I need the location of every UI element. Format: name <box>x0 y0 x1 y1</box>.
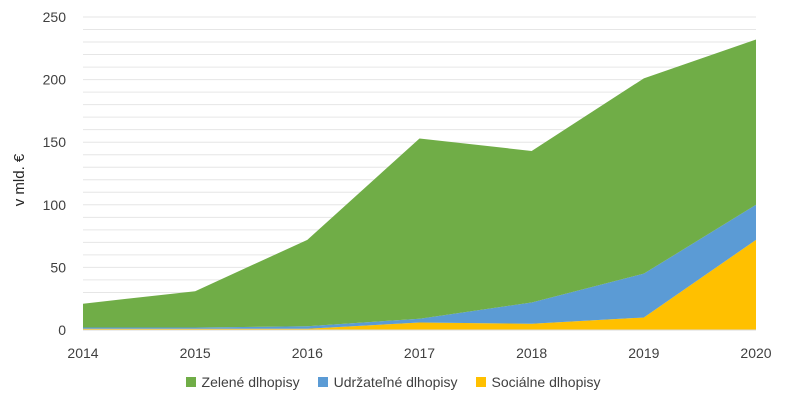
legend-label-socialne: Sociálne dlhopisy <box>491 374 601 390</box>
legend-swatch-udrzatelne <box>317 377 328 387</box>
y-tick-label: 150 <box>43 134 67 150</box>
x-tick-label: 2016 <box>292 345 323 361</box>
legend-item-zelene: Zelené dlhopisy <box>185 374 300 390</box>
y-tick-label: 50 <box>50 259 66 275</box>
y-tick-label: 100 <box>43 197 67 213</box>
y-axis-ticks: 0 50 100 150 200 250 <box>43 9 67 338</box>
area-series <box>83 39 756 330</box>
x-tick-label: 2017 <box>404 345 435 361</box>
legend-swatch-zelene <box>185 377 196 387</box>
y-axis-label: v mld. € <box>11 153 28 206</box>
area-sociálne-dlhopisy <box>83 239 756 330</box>
legend-swatch-socialne <box>475 377 486 387</box>
area-udržateľné-dlhopisy <box>83 204 756 329</box>
legend-item-socialne: Sociálne dlhopisy <box>475 374 601 390</box>
x-tick-label: 2014 <box>67 345 98 361</box>
x-tick-label: 2015 <box>180 345 211 361</box>
legend-label-zelene: Zelené dlhopisy <box>201 374 300 390</box>
legend-label-udrzatelne: Udržateľné dlhopisy <box>333 374 458 390</box>
y-tick-label: 250 <box>43 9 67 25</box>
x-axis-ticks: 2014 2015 2016 2017 2018 2019 2020 <box>67 345 771 361</box>
legend: Zelené dlhopisy Udržateľné dlhopisy Soci… <box>0 374 786 390</box>
x-tick-label: 2020 <box>740 345 771 361</box>
y-tick-label: 200 <box>43 72 67 88</box>
x-tick-label: 2019 <box>628 345 659 361</box>
area-zelené-dlhopisy <box>83 39 756 328</box>
legend-item-udrzatelne: Udržateľné dlhopisy <box>317 374 458 390</box>
x-tick-label: 2018 <box>516 345 547 361</box>
y-tick-label: 0 <box>58 322 66 338</box>
